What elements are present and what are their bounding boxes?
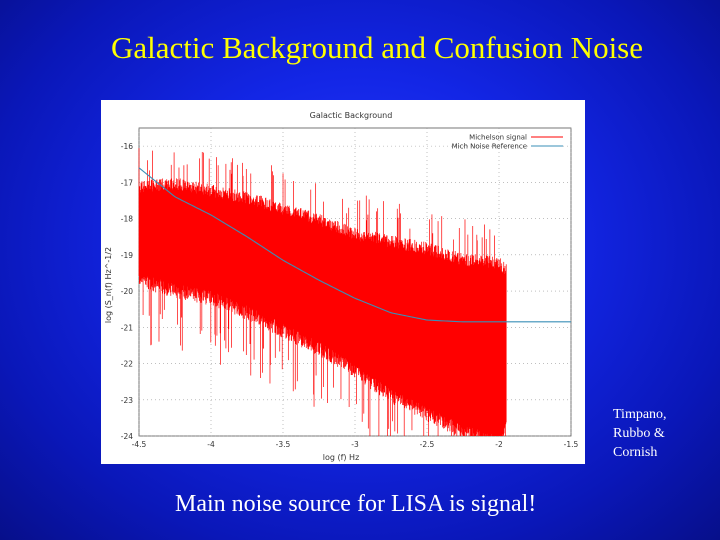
chart-title: Galactic Background	[310, 111, 393, 120]
y-axis-label: log (S_n(f) Hz^-1/2	[104, 247, 113, 323]
x-tick-label: -4.5	[132, 440, 147, 449]
chart-ticks: -4.5 -4 -3.5 -3 -2.5 -2 -1.5 -16 -17 -18 -19 -20 -21…	[121, 142, 579, 449]
credit-line: Timpano,	[613, 407, 667, 422]
x-tick-label: -3.5	[276, 440, 291, 449]
chart-panel: Galactic Background log (f) Hz log (S_n(…	[101, 100, 585, 464]
noise-reference-line	[138, 167, 571, 323]
credit-line: Rubbo &	[613, 426, 665, 441]
credit-line: Cornish	[613, 445, 658, 460]
y-tick-label: -19	[121, 251, 133, 260]
y-tick-label: -23	[121, 396, 133, 405]
x-tick-label: -1.5	[564, 440, 579, 449]
x-tick-label: -2	[495, 440, 503, 449]
footer-caption: Main noise source for LISA is signal!	[175, 491, 537, 517]
y-tick-label: -18	[121, 215, 133, 224]
legend-label: Michelson signal	[469, 134, 527, 142]
x-tick-label: -3	[351, 440, 359, 449]
x-tick-label: -4	[207, 440, 215, 449]
y-tick-label: -22	[121, 360, 133, 369]
michelson-signal-band	[139, 200, 507, 425]
slide-title: Galactic Background and Confusion Noise	[110, 30, 644, 65]
y-tick-label: -17	[121, 178, 133, 187]
x-tick-label: -2.5	[420, 440, 435, 449]
chart-series-layer	[138, 148, 571, 436]
legend-label: Mich Noise Reference	[452, 143, 527, 151]
y-tick-label: -16	[121, 142, 133, 151]
chart-svg: Galactic Background log (f) Hz log (S_n(…	[104, 111, 579, 462]
credit-block: Timpano, Rubbo & Cornish	[613, 405, 713, 462]
y-tick-label: -21	[121, 323, 133, 332]
y-tick-label: -20	[121, 287, 133, 296]
x-axis-label: log (f) Hz	[323, 453, 360, 462]
y-tick-label: -24	[121, 432, 133, 441]
